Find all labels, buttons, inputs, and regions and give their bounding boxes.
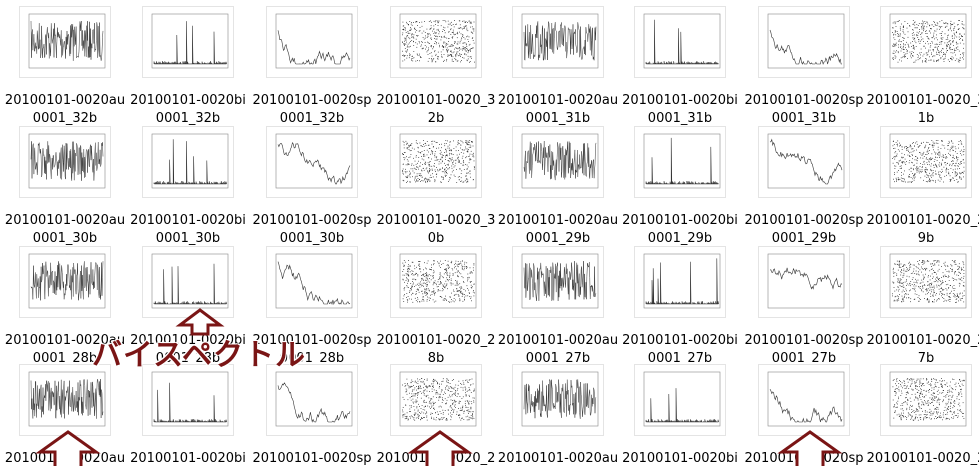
explorer-view: 20100101-0020au0001_32b20100101-0020bi00…: [0, 0, 979, 466]
arrow: [782, 432, 838, 466]
arrow: [40, 432, 96, 466]
arrows: [0, 0, 979, 466]
annotation: バイスペクトル: [92, 330, 306, 374]
arrow: [412, 432, 468, 466]
